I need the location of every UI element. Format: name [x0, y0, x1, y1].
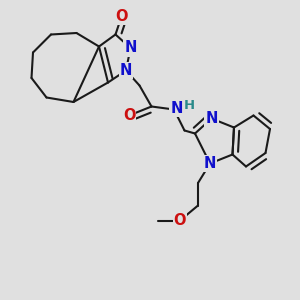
Text: H: H	[184, 99, 195, 112]
Text: N: N	[205, 111, 218, 126]
Text: O: O	[174, 213, 186, 228]
Text: O: O	[115, 9, 128, 24]
Text: N: N	[170, 100, 183, 116]
Text: N: N	[124, 40, 137, 56]
Text: O: O	[123, 108, 135, 123]
Text: N: N	[204, 156, 216, 171]
Text: N: N	[120, 63, 132, 78]
